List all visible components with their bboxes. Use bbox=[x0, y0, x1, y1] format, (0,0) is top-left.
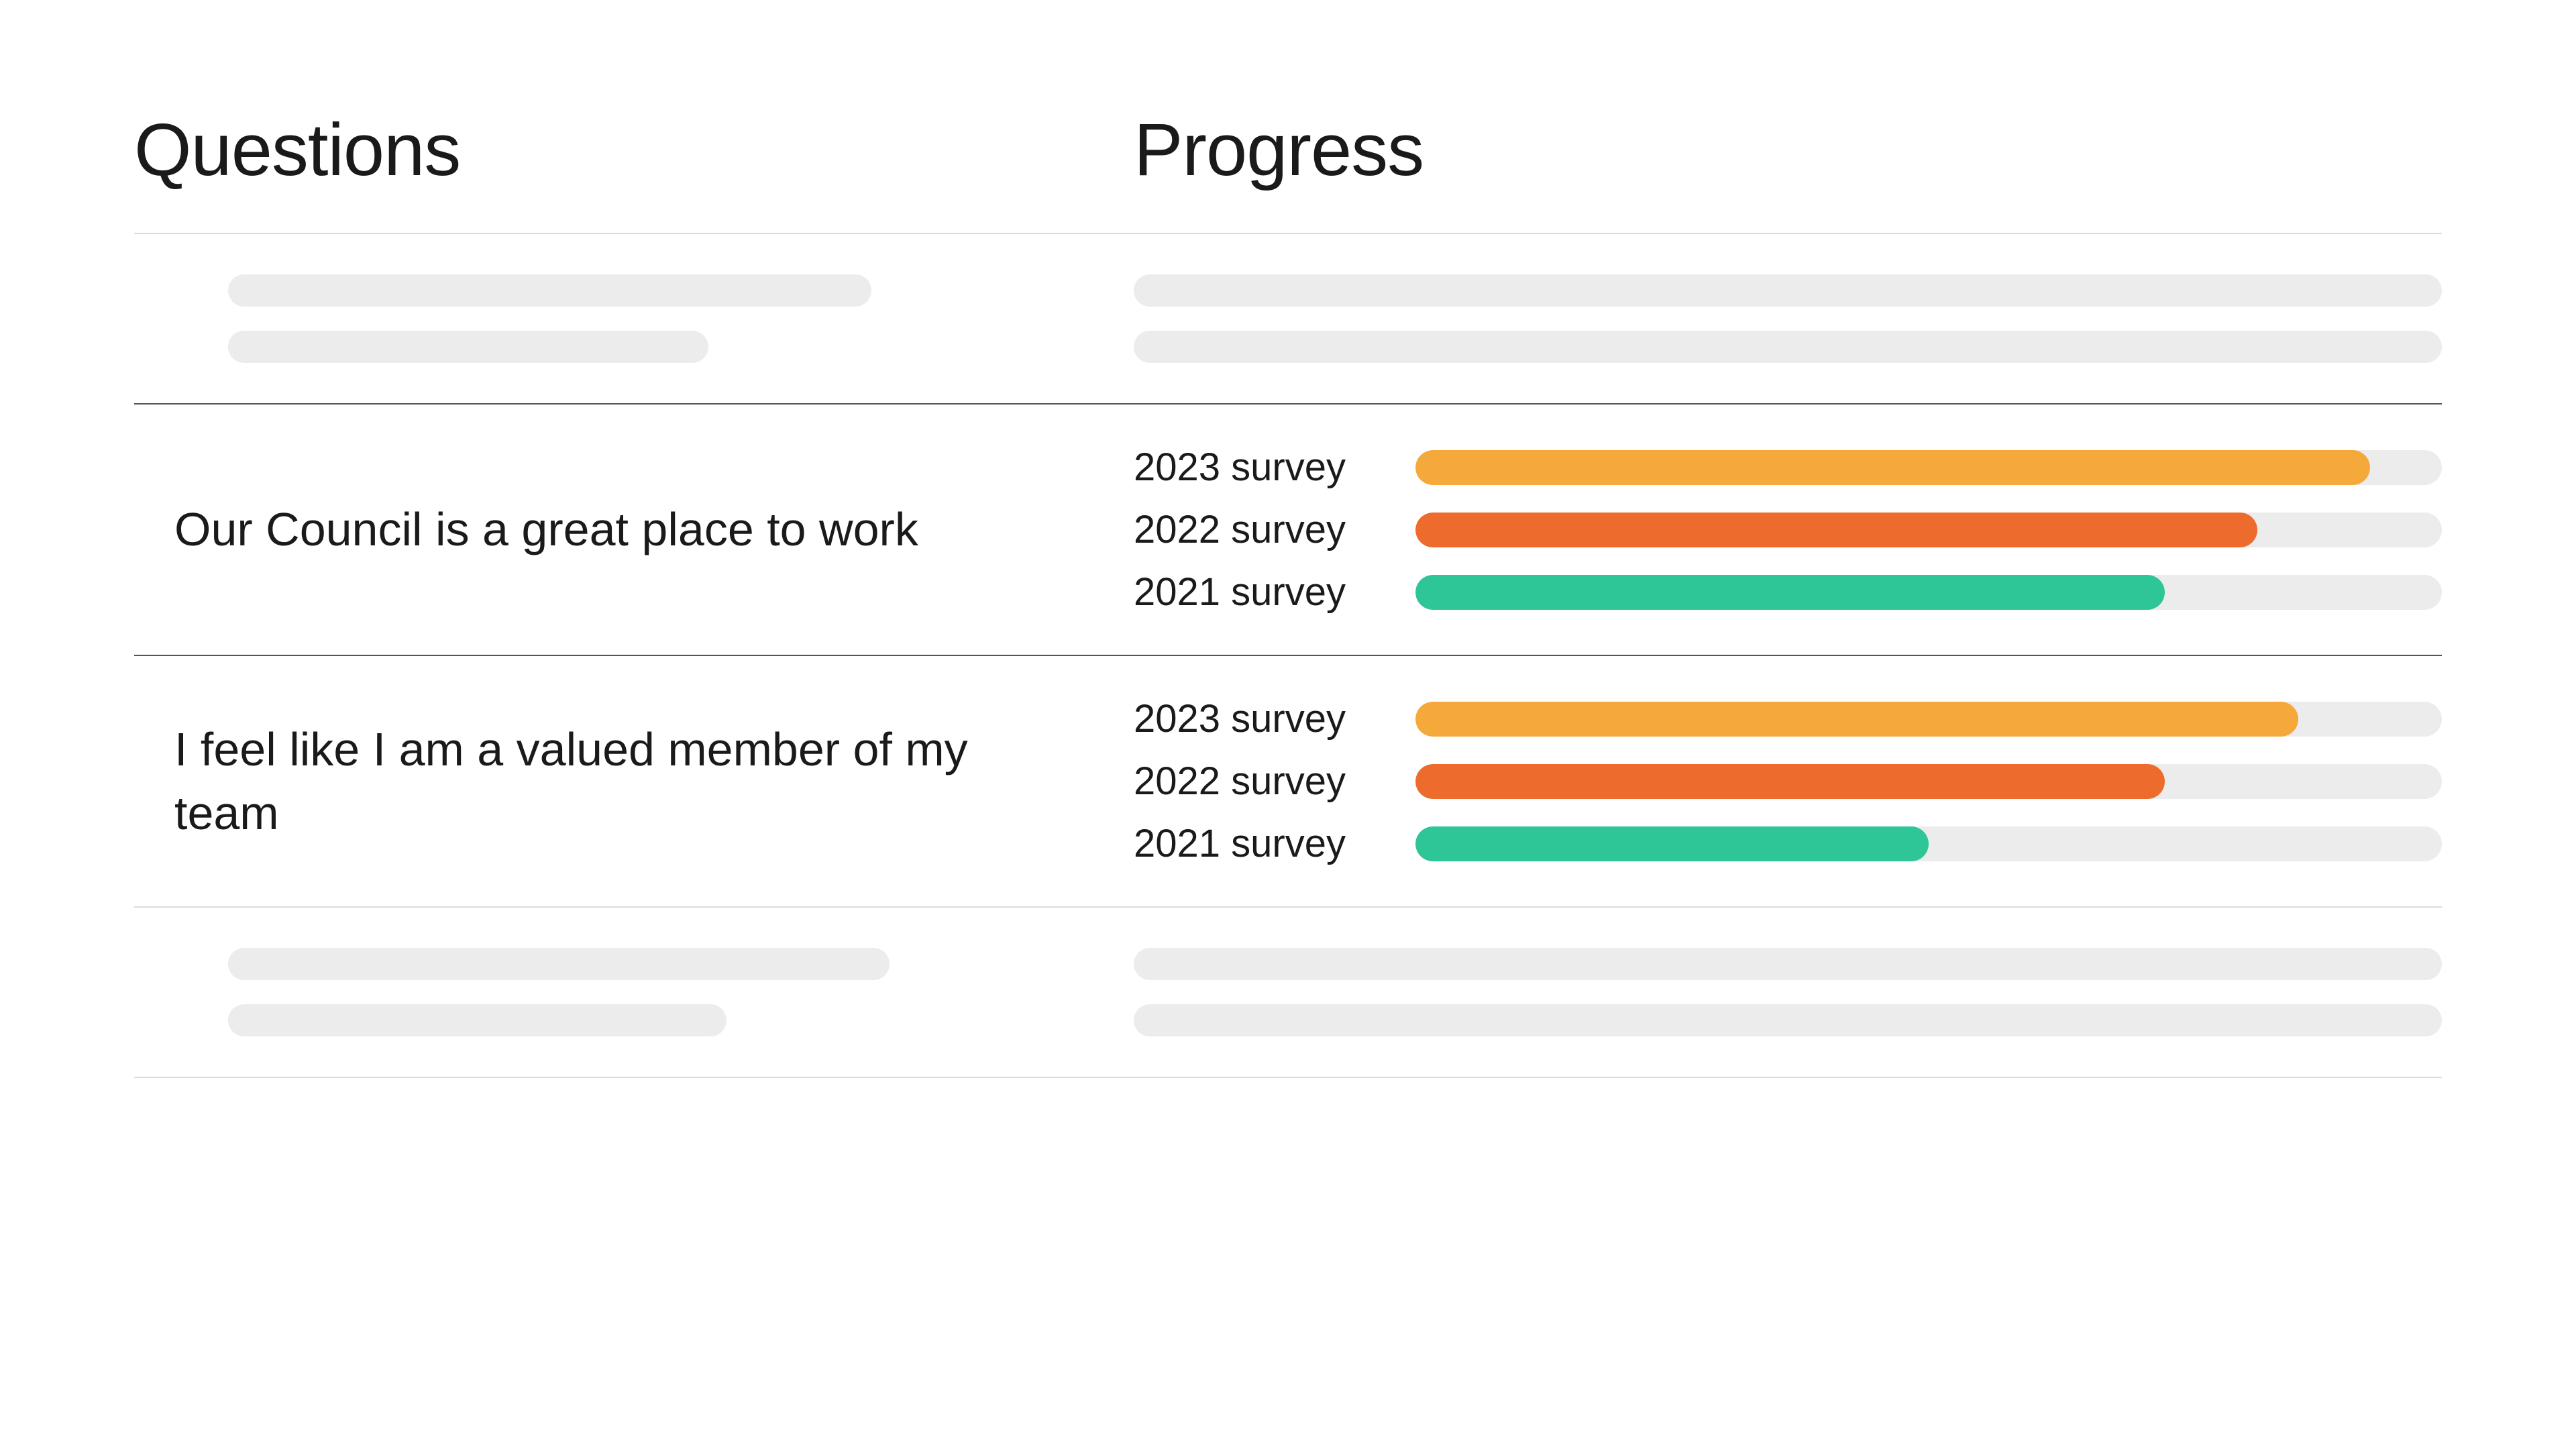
progress-bar-line: 2022 survey bbox=[1134, 507, 2442, 552]
progress-bar-fill bbox=[1415, 513, 2257, 547]
progress-bar-track bbox=[1415, 764, 2442, 799]
placeholder-row bbox=[134, 908, 2442, 1077]
question-row: I feel like I am a valued member of my t… bbox=[134, 656, 2442, 906]
placeholder-bar bbox=[1134, 948, 2442, 980]
placeholder-progress bbox=[1134, 948, 2442, 1036]
survey-year-label: 2021 survey bbox=[1134, 821, 1389, 866]
column-headings: Questions Progress bbox=[134, 107, 2442, 193]
divider bbox=[134, 1077, 2442, 1078]
question-text: Our Council is a great place to work bbox=[174, 498, 1067, 561]
progress-bar-fill bbox=[1415, 450, 2370, 485]
question-row: Our Council is a great place to work 2023… bbox=[134, 405, 2442, 655]
placeholder-question bbox=[174, 948, 1134, 1036]
progress-bar-track bbox=[1415, 513, 2442, 547]
questions-heading: Questions bbox=[134, 107, 1134, 193]
progress-bar-line: 2021 survey bbox=[1134, 821, 2442, 866]
placeholder-bar bbox=[1134, 1004, 2442, 1036]
placeholder-bar bbox=[228, 331, 708, 363]
survey-year-label: 2022 survey bbox=[1134, 759, 1389, 804]
progress-bar-track bbox=[1415, 450, 2442, 485]
survey-year-label: 2021 survey bbox=[1134, 570, 1389, 614]
progress-bar-line: 2022 survey bbox=[1134, 759, 2442, 804]
survey-year-label: 2023 survey bbox=[1134, 445, 1389, 490]
progress-bar-track bbox=[1415, 702, 2442, 737]
placeholder-progress bbox=[1134, 274, 2442, 363]
progress-bar-fill bbox=[1415, 575, 2165, 610]
survey-progress-table: Questions Progress Our Council is a grea… bbox=[0, 0, 2576, 1078]
progress-cell: 2023 survey 2022 survey 2021 survey bbox=[1134, 445, 2442, 614]
placeholder-question bbox=[174, 274, 1134, 363]
placeholder-bar bbox=[228, 274, 871, 307]
placeholder-row bbox=[134, 234, 2442, 403]
progress-bar-track bbox=[1415, 826, 2442, 861]
survey-year-label: 2022 survey bbox=[1134, 507, 1389, 552]
progress-bar-line: 2023 survey bbox=[1134, 696, 2442, 741]
progress-bar-track bbox=[1415, 575, 2442, 610]
progress-cell: 2023 survey 2022 survey 2021 survey bbox=[1134, 696, 2442, 866]
placeholder-bar bbox=[228, 1004, 727, 1036]
placeholder-bar bbox=[1134, 331, 2442, 363]
survey-year-label: 2023 survey bbox=[1134, 696, 1389, 741]
question-cell: Our Council is a great place to work bbox=[174, 498, 1134, 561]
placeholder-bar bbox=[1134, 274, 2442, 307]
placeholder-bar bbox=[228, 948, 890, 980]
progress-bar-fill bbox=[1415, 764, 2165, 799]
progress-bar-fill bbox=[1415, 702, 2298, 737]
progress-bar-line: 2023 survey bbox=[1134, 445, 2442, 490]
progress-heading: Progress bbox=[1134, 107, 2442, 193]
question-cell: I feel like I am a valued member of my t… bbox=[174, 718, 1134, 845]
progress-bar-line: 2021 survey bbox=[1134, 570, 2442, 614]
question-text: I feel like I am a valued member of my t… bbox=[174, 718, 1067, 845]
progress-bar-fill bbox=[1415, 826, 1929, 861]
